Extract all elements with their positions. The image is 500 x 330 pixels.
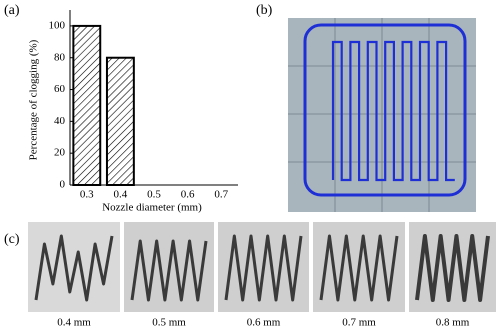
y-tick-label: 0 (60, 179, 66, 191)
y-tick-label: 40 (54, 115, 66, 127)
x-tick-label: 0.5 (147, 189, 161, 201)
panel-label: (a) (4, 3, 20, 18)
printed-filament (224, 234, 303, 302)
panel-label: (c) (4, 232, 20, 247)
x-tick-label: 0.4 (114, 189, 128, 201)
x-tick-label: 0.6 (181, 189, 195, 201)
photo-caption: 0.8 mm (436, 317, 470, 329)
photos: 0.4 mm 0.5 mm 0.6 mm 0.7 mm 0.8 mm (28, 222, 496, 329)
printed-filament (130, 239, 208, 302)
bar (72, 24, 102, 187)
outer-loop (303, 23, 467, 197)
x-tick-label: 0.7 (214, 189, 228, 201)
y-axis-title: Percentage of clogging (%) (28, 39, 40, 160)
y-tick-label: 60 (54, 83, 66, 95)
panel-label: (b) (256, 3, 273, 18)
y-tick-label: 100 (49, 19, 66, 31)
x-axis-title: Nozzle diameter (mm) (102, 202, 202, 214)
y-tick-label: 80 (54, 51, 66, 63)
serpentine-path (331, 40, 455, 182)
photo-caption: 0.7 mm (342, 317, 376, 329)
printed-filament (319, 234, 399, 302)
x-tick-label: 0.3 (80, 189, 94, 201)
photo-caption: 0.5 mm (152, 317, 186, 329)
printed-filament (34, 234, 114, 302)
photo-caption: 0.4 mm (57, 317, 91, 329)
printed-filament (415, 234, 490, 302)
toolpath-diagram (288, 18, 476, 212)
photo-caption: 0.6 mm (247, 317, 281, 329)
bar (105, 56, 135, 186)
y-tick-label: 20 (54, 147, 66, 159)
